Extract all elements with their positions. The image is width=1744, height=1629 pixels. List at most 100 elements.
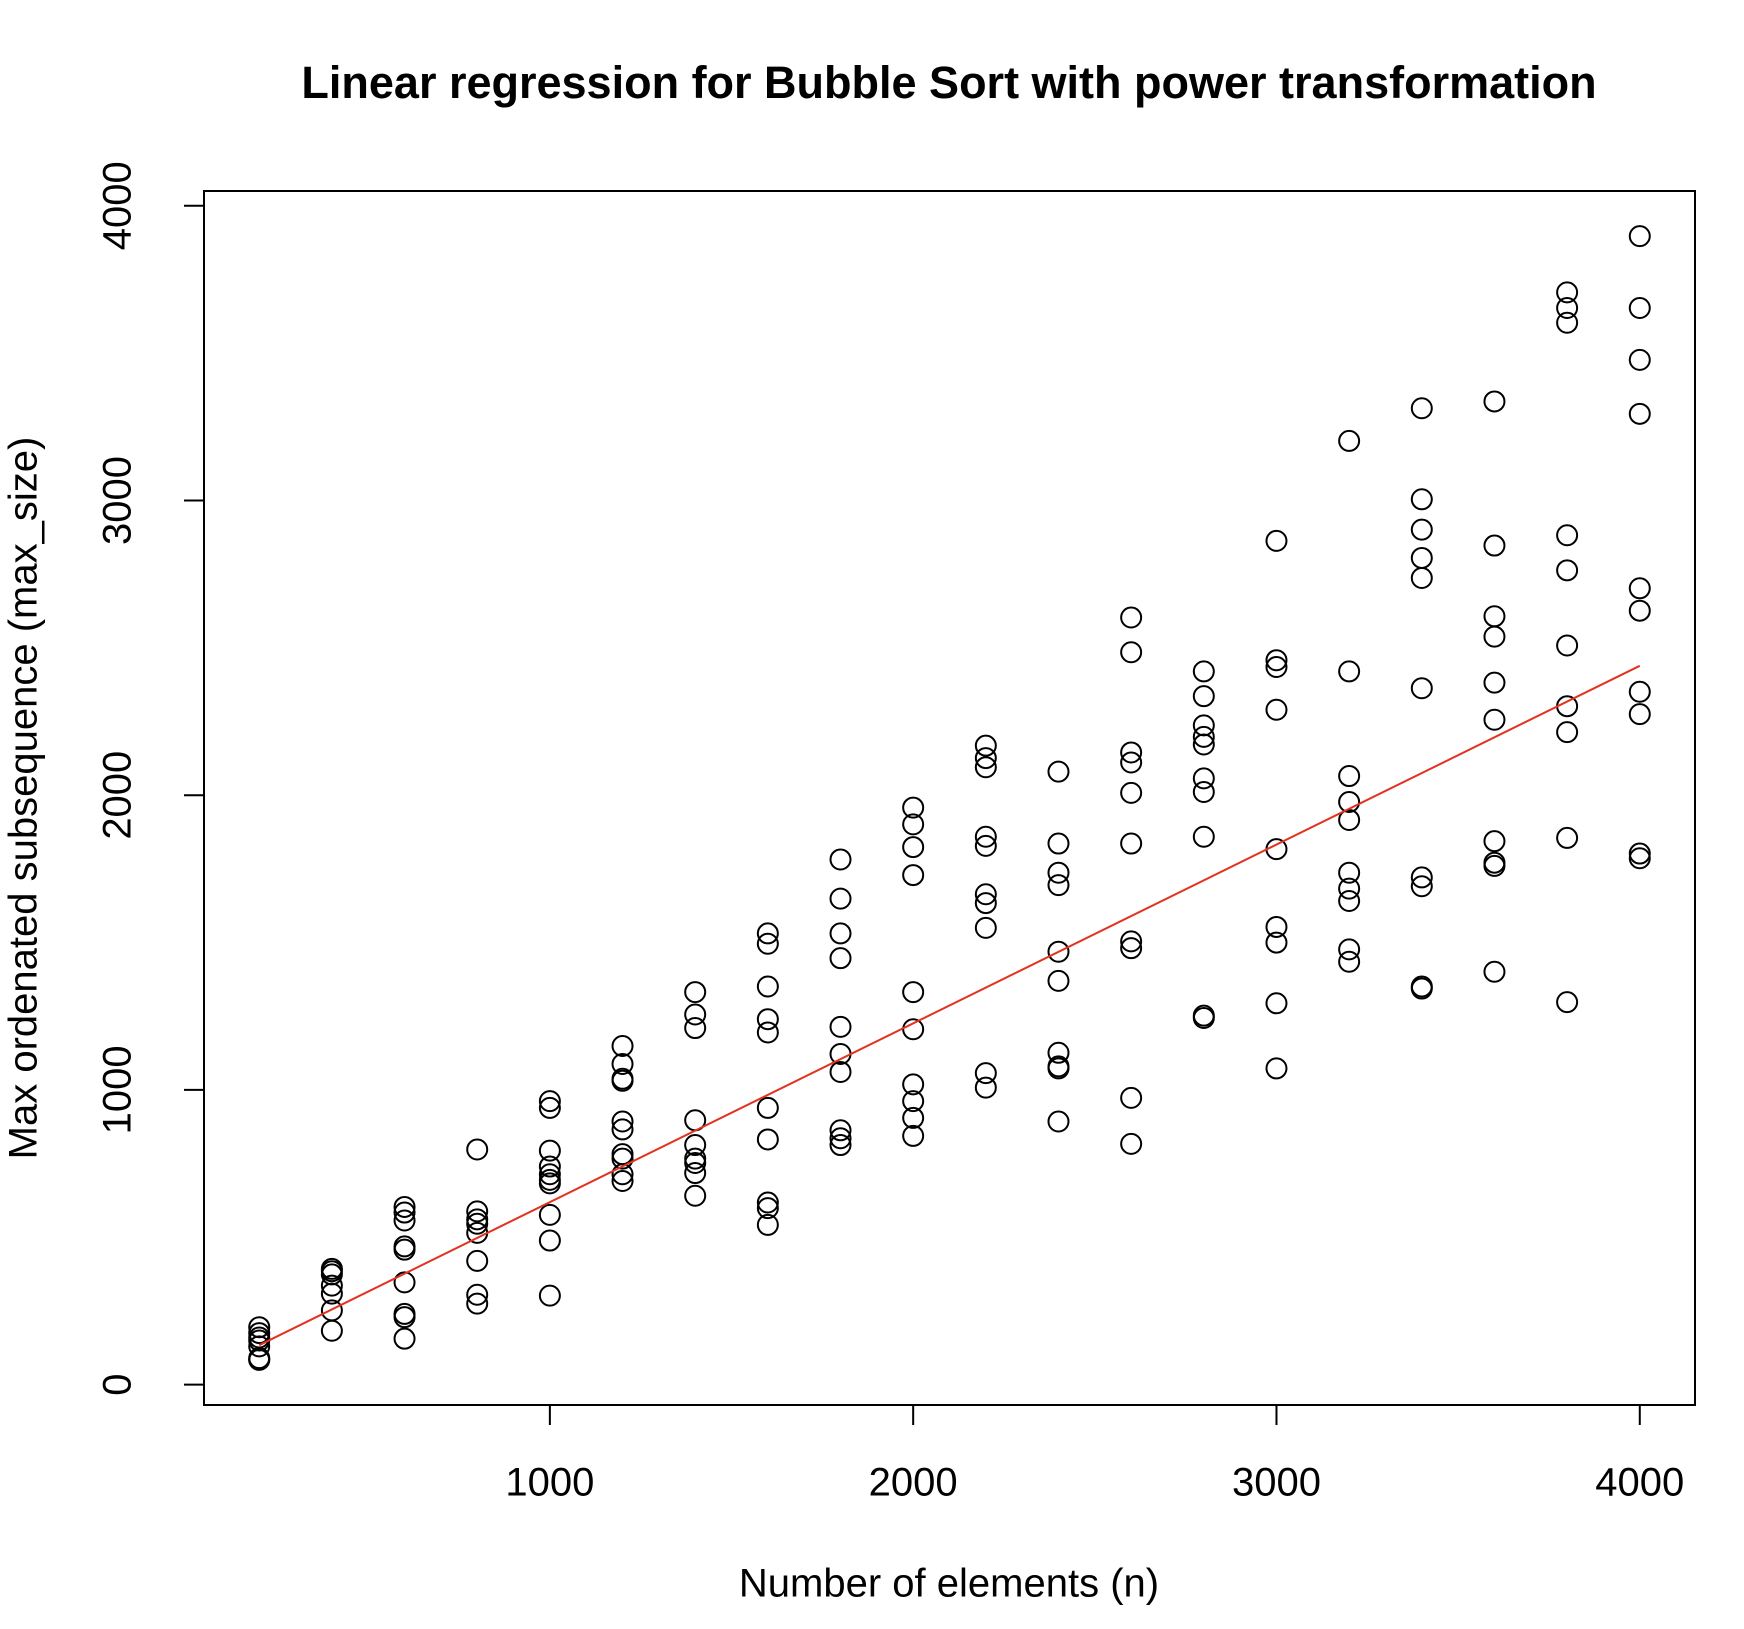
data-point [1556, 297, 1579, 320]
data-point [538, 1163, 561, 1186]
data-point [1120, 641, 1143, 664]
data-point [974, 883, 997, 906]
data-point [393, 1209, 416, 1232]
data-point [1120, 1132, 1143, 1155]
x-axis-label: Number of elements (n) [739, 1562, 1159, 1606]
data-point [1265, 915, 1288, 938]
data-point [466, 1200, 489, 1223]
data-point [611, 1052, 634, 1075]
data-point [1483, 854, 1506, 877]
y-tick-label: 0 [96, 1374, 140, 1396]
x-tick-label: 3000 [1232, 1461, 1321, 1505]
data-point [248, 1335, 271, 1358]
data-point [756, 1197, 779, 1220]
data-point [902, 1073, 925, 1096]
data-point [1192, 825, 1215, 848]
data-point [1483, 830, 1506, 853]
data-point [1047, 969, 1070, 992]
data-point [1556, 524, 1579, 547]
data-point [974, 756, 997, 779]
data-point [1047, 1110, 1070, 1133]
data-point [466, 1292, 489, 1315]
data-point [611, 1143, 634, 1166]
data-point [1410, 566, 1433, 589]
data-point [756, 1008, 779, 1031]
data-point [1265, 1057, 1288, 1080]
data-point [902, 1124, 925, 1147]
data-point [1628, 599, 1651, 622]
data-point [974, 1076, 997, 1099]
data-point [829, 947, 852, 970]
y-tick-label: 4000 [96, 161, 140, 250]
data-point [1628, 842, 1651, 865]
data-point [1628, 348, 1651, 371]
data-point [974, 825, 997, 848]
data-point [756, 922, 779, 945]
data-point [1120, 1086, 1143, 1109]
data-point [1047, 861, 1070, 884]
data-point [684, 1134, 707, 1157]
data-point [1338, 938, 1361, 961]
data-point [1628, 577, 1651, 600]
data-point [538, 1096, 561, 1119]
data-point [1410, 875, 1433, 898]
data-point [756, 1128, 779, 1151]
data-point [756, 1191, 779, 1214]
data-point [902, 1090, 925, 1113]
x-tick-label: 4000 [1595, 1461, 1684, 1505]
y-tick-label: 2000 [96, 751, 140, 840]
data-point [1047, 1057, 1070, 1080]
data-point [1192, 714, 1215, 737]
chart-title: Linear regression for Bubble Sort with p… [301, 57, 1596, 108]
data-point [611, 1118, 634, 1141]
data-point [829, 887, 852, 910]
data-point [538, 1229, 561, 1252]
data-point [684, 981, 707, 1004]
data-point [684, 1162, 707, 1185]
data-point [974, 834, 997, 857]
data-point [1628, 402, 1651, 425]
data-point [1483, 390, 1506, 413]
plot-frame [203, 190, 1696, 1406]
x-tick-label: 2000 [869, 1461, 958, 1505]
data-point [1338, 429, 1361, 452]
data-point [829, 848, 852, 871]
data-point [538, 1284, 561, 1307]
data-point [1338, 861, 1361, 884]
data-point [1120, 751, 1143, 774]
data-point [393, 1238, 416, 1261]
data-point [611, 1035, 634, 1058]
data-point [684, 1017, 707, 1040]
data-point [1265, 992, 1288, 1015]
data-point [756, 932, 779, 955]
data-point [1265, 698, 1288, 721]
data-point [1410, 866, 1433, 889]
data-point [393, 1195, 416, 1218]
data-point [320, 1319, 343, 1342]
data-point [1338, 790, 1361, 813]
data-point [902, 813, 925, 836]
y-tick-label: 1000 [96, 1045, 140, 1134]
data-point [902, 864, 925, 887]
data-point [829, 1119, 852, 1142]
data-point [1265, 649, 1288, 672]
data-point [1556, 311, 1579, 334]
data-point [1338, 765, 1361, 788]
data-point [829, 1134, 852, 1157]
data-point [611, 1163, 634, 1186]
data-point [1628, 703, 1651, 726]
data-point [1483, 708, 1506, 731]
data-point [756, 1021, 779, 1044]
data-point [1628, 680, 1651, 703]
data-point [1338, 660, 1361, 683]
data-point [1483, 534, 1506, 557]
data-point [756, 1096, 779, 1119]
data-point [1047, 874, 1070, 897]
data-point [829, 922, 852, 945]
data-point [1047, 760, 1070, 783]
data-point [1410, 977, 1433, 1000]
data-point [902, 1106, 925, 1129]
data-point [1556, 559, 1579, 582]
y-axis-label: Max ordenated subsequence (max_size) [2, 437, 46, 1160]
data-point [1628, 297, 1651, 320]
